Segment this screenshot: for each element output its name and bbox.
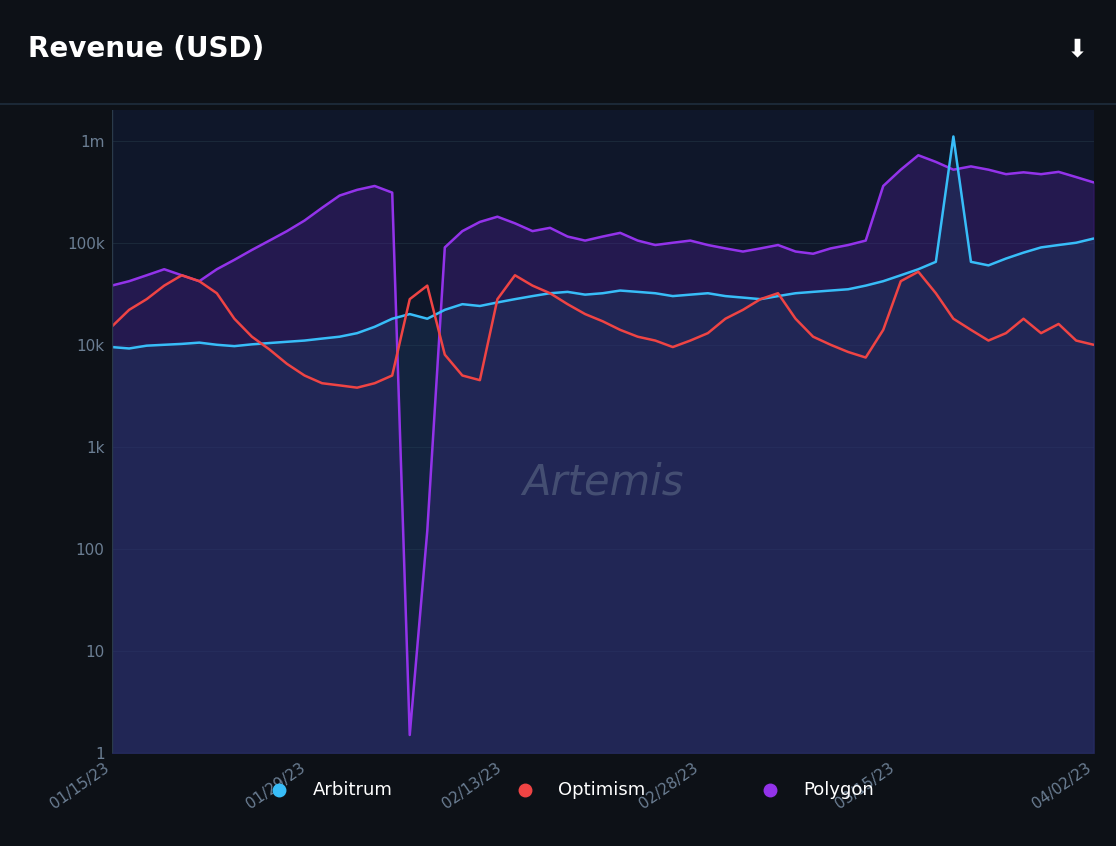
Text: ⬇: ⬇: [1067, 37, 1088, 62]
Text: Revenue (USD): Revenue (USD): [28, 36, 264, 63]
Text: Optimism: Optimism: [558, 781, 645, 799]
Text: Arbitrum: Arbitrum: [312, 781, 393, 799]
Text: Polygon: Polygon: [804, 781, 874, 799]
Text: Artemis: Artemis: [522, 462, 683, 504]
